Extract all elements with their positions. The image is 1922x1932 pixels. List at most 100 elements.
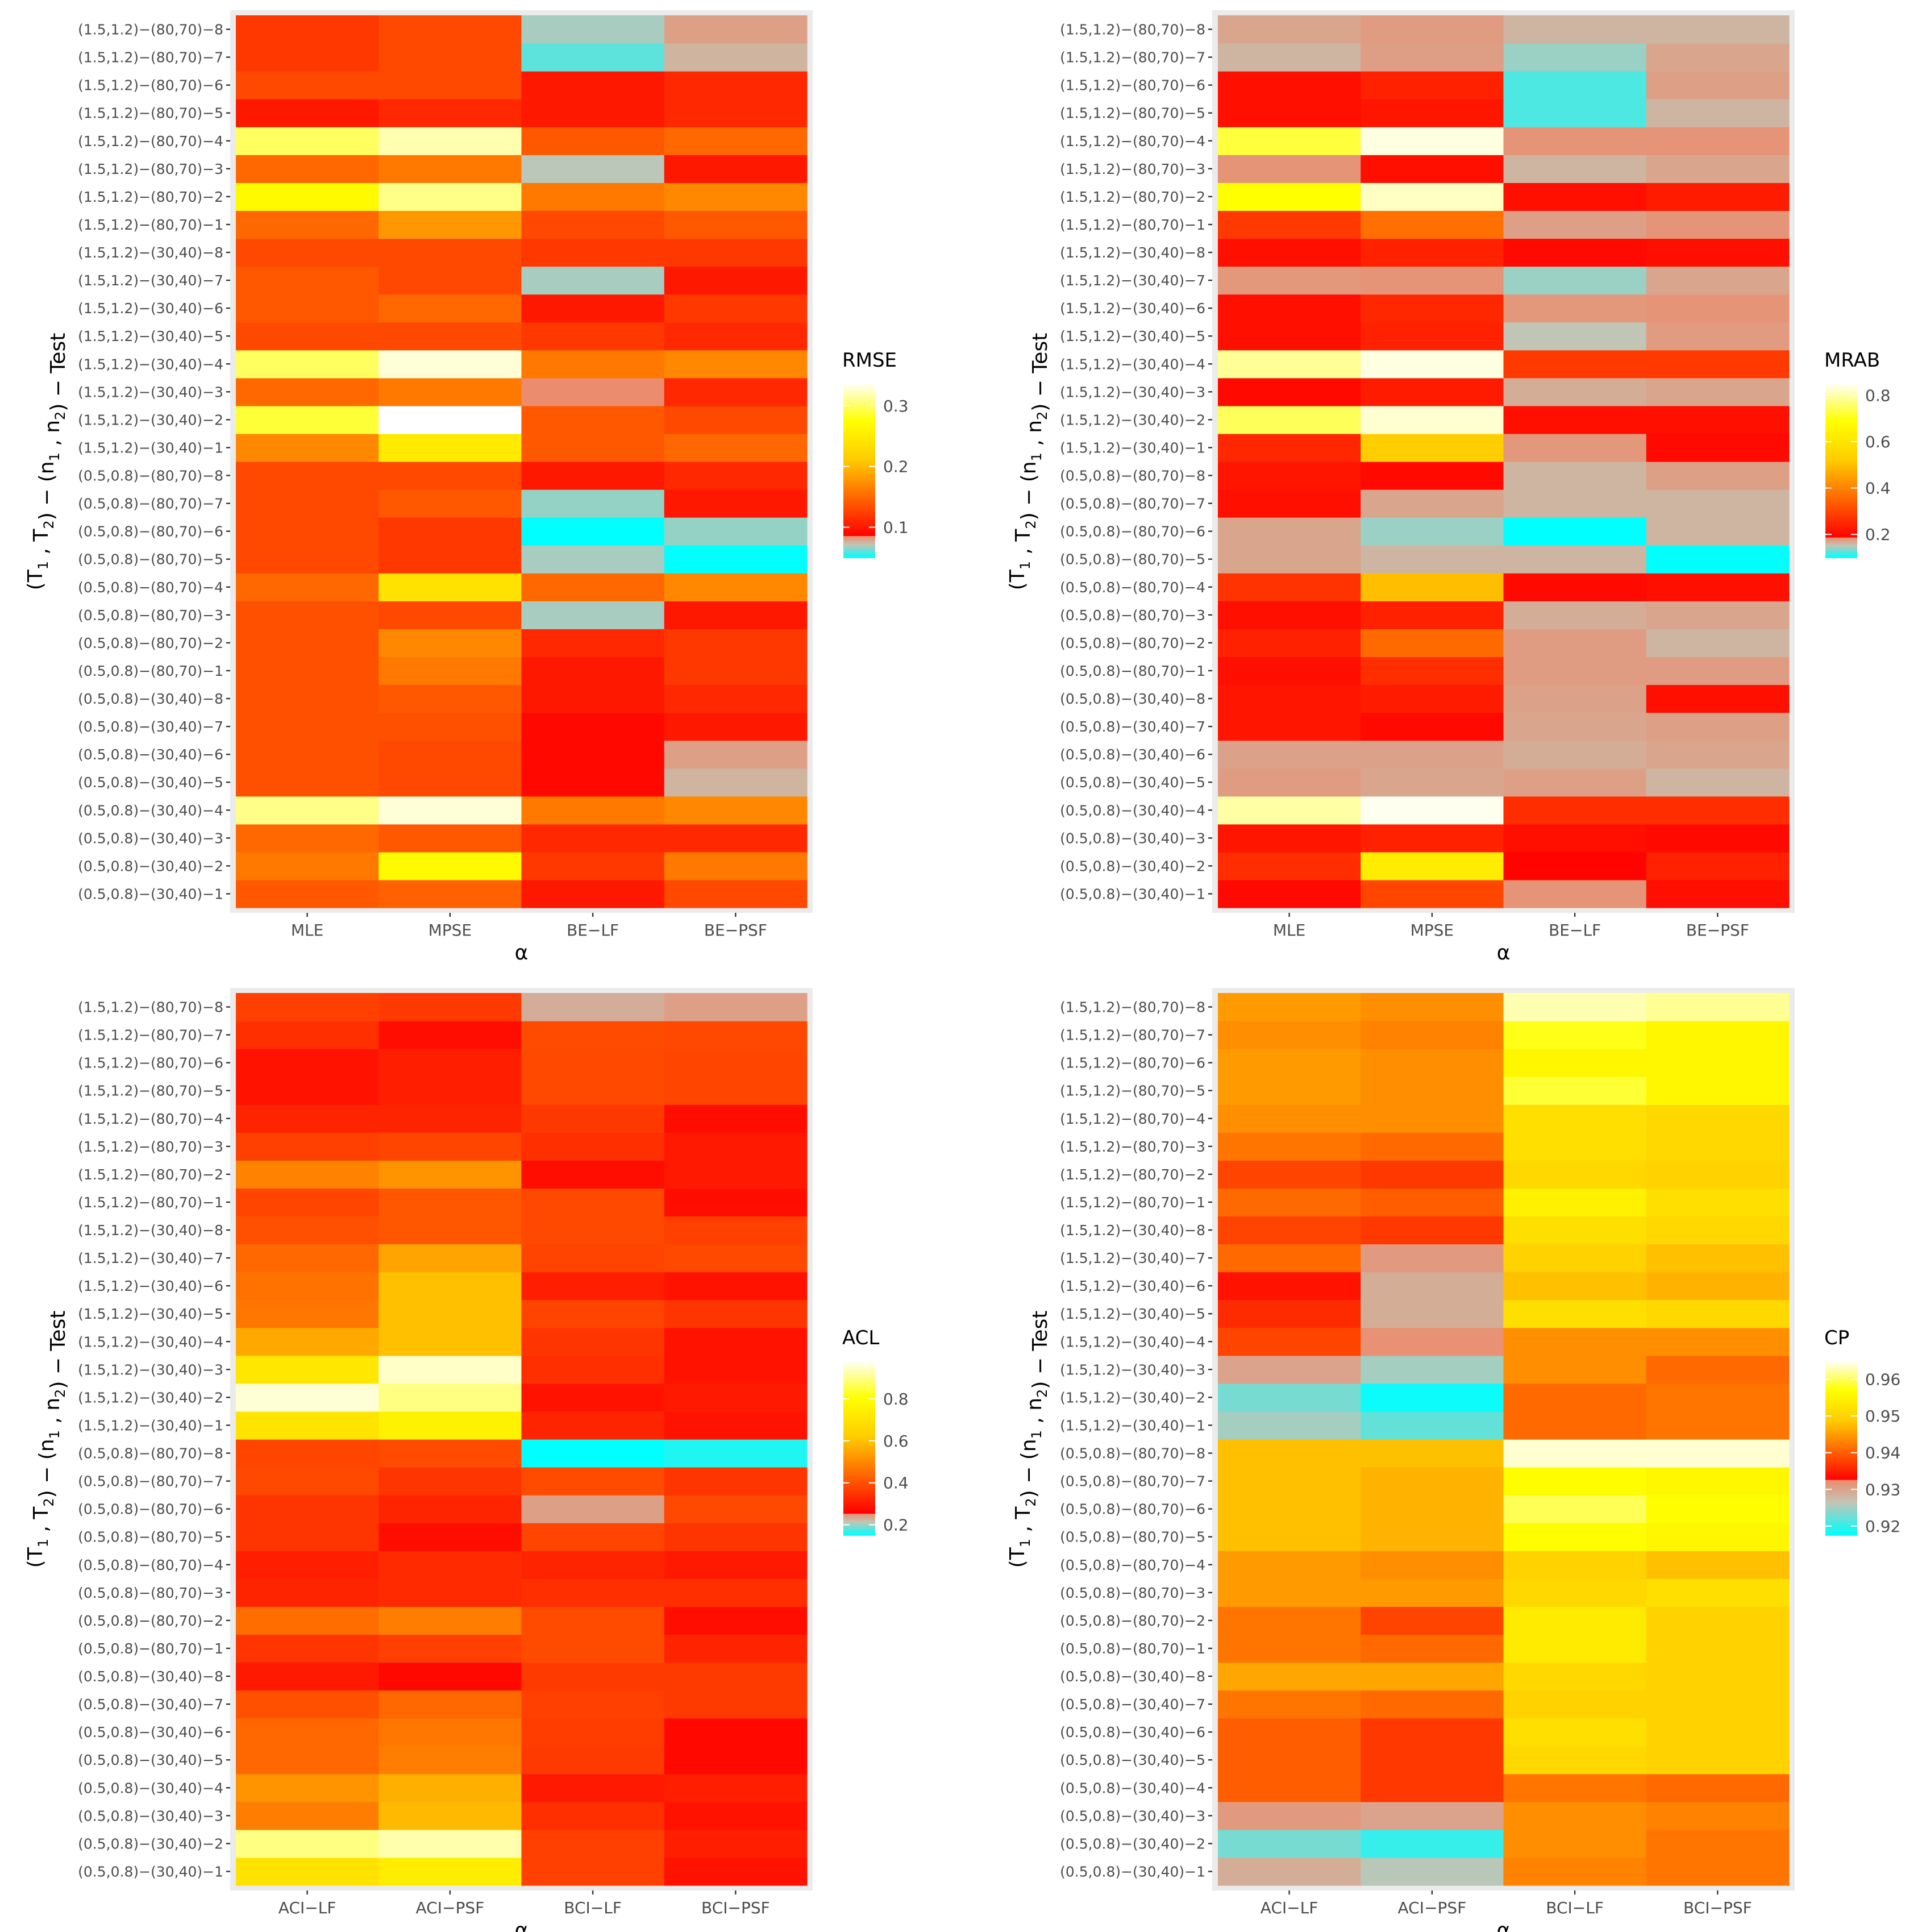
legend-swatch <box>1825 1382 1857 1385</box>
y-tick-label: (1.5,1.2)−(30,40)−1 <box>78 1417 223 1434</box>
legend-swatch <box>1825 544 1857 547</box>
y-tick-label: (0.5,0.8)−(80,70)−4 <box>78 579 223 596</box>
y-tick-label: (0.5,0.8)−(30,40)−4 <box>78 1780 223 1796</box>
legend-swatch <box>1825 1489 1857 1492</box>
legend-tick-label: 0.92 <box>1865 1517 1900 1536</box>
legend-swatch <box>843 1401 875 1404</box>
legend-swatch <box>1825 392 1857 394</box>
y-tick-label: (0.5,0.8)−(30,40)−2 <box>1060 1835 1205 1852</box>
legend-swatch <box>843 1468 875 1470</box>
heat-tile <box>1503 71 1647 99</box>
heat-tile <box>378 1077 522 1105</box>
heat-tile <box>236 210 379 239</box>
heat-tile <box>378 1467 522 1495</box>
heat-tile <box>1218 71 1361 99</box>
heat-tile <box>1503 1718 1647 1747</box>
legend-swatch <box>1825 394 1857 397</box>
heat-tile <box>521 1299 665 1328</box>
legend-swatch <box>843 1398 875 1401</box>
legend-swatch <box>1825 494 1857 497</box>
heat-tile <box>378 1160 522 1189</box>
heat-tile <box>1503 155 1647 183</box>
legend-swatch <box>1825 413 1857 416</box>
heat-tile <box>664 1160 808 1189</box>
heat-tile <box>1503 1244 1647 1273</box>
y-tick-label: (0.5,0.8)−(80,70)−5 <box>1060 1529 1205 1545</box>
heat-tile <box>664 1829 808 1858</box>
legend-tick-label: 0.4 <box>883 1474 909 1493</box>
heat-tile <box>1646 127 1790 155</box>
legend-swatch <box>843 1485 875 1488</box>
heat-tile <box>1646 684 1790 713</box>
heat-tile <box>521 1773 665 1802</box>
heat-tile <box>378 1523 522 1551</box>
heat-tile <box>1646 1829 1790 1858</box>
x-tick-label: BE−PSF <box>1686 921 1749 940</box>
y-tick-label: (0.5,0.8)−(80,70)−6 <box>1060 1501 1205 1518</box>
heat-tile <box>236 43 379 72</box>
legend-swatch <box>843 1520 875 1523</box>
legend-swatch <box>843 534 875 537</box>
legend-swatch <box>1825 423 1857 426</box>
y-tick-label: (1.5,1.2)−(30,40)−7 <box>78 1250 223 1266</box>
y-tick-label: (1.5,1.2)−(80,70)−2 <box>1060 189 1205 205</box>
legend-swatch <box>843 546 875 548</box>
legend-swatch <box>1825 428 1857 431</box>
heat-tile <box>1646 15 1790 44</box>
heat-tile <box>521 155 665 183</box>
heat-tile <box>236 462 379 490</box>
legend-swatch <box>843 405 875 407</box>
heat-tile <box>378 1746 522 1775</box>
heat-tile <box>1361 1160 1504 1189</box>
heat-tile <box>521 1578 665 1607</box>
legend-swatch <box>843 1509 875 1511</box>
legend-swatch <box>843 471 875 473</box>
heat-tile <box>1218 43 1361 72</box>
heat-tile <box>521 1829 665 1858</box>
legend-swatch <box>1825 1495 1857 1498</box>
legend-swatch <box>1825 446 1857 448</box>
x-tick-label: ACI−LF <box>1260 1898 1318 1917</box>
legend-swatch <box>1825 385 1857 388</box>
heat-tile <box>236 657 379 685</box>
heat-tile <box>521 127 665 155</box>
legend-swatch <box>843 1511 875 1514</box>
legend-tick-label: 0.2 <box>1865 525 1891 544</box>
heat-tile <box>236 1160 379 1189</box>
heat-tile <box>1361 712 1504 741</box>
y-axis-title: (T1 , T2) − (n1 , n2) − Test <box>1006 1311 1052 1568</box>
heat-tile <box>378 1327 522 1356</box>
legend-swatch <box>1825 381 1857 384</box>
legend-swatch <box>843 1418 875 1420</box>
heat-tile <box>1503 99 1647 127</box>
heat-tile <box>521 1439 665 1468</box>
legend-swatch <box>843 1484 875 1486</box>
heat-tile <box>1361 377 1504 406</box>
legend-tick-label: 0.2 <box>883 1516 909 1535</box>
y-tick-label: (0.5,0.8)−(80,70)−2 <box>78 1613 223 1629</box>
heat-tile <box>1646 879 1790 908</box>
y-tick-label: (1.5,1.2)−(30,40)−1 <box>1060 1417 1205 1434</box>
legend-swatch <box>1825 543 1857 545</box>
heat-tile <box>1218 155 1361 183</box>
heat-tile <box>1218 1439 1361 1468</box>
heat-tile <box>1646 1662 1790 1691</box>
x-tick-label: BCI−PSF <box>701 1898 770 1917</box>
heat-tile <box>1646 1077 1790 1105</box>
legend-swatch <box>843 553 875 555</box>
y-tick-label: (1.5,1.2)−(80,70)−1 <box>1060 1194 1205 1211</box>
heat-tile <box>1646 1049 1790 1077</box>
heat-tile <box>378 210 522 239</box>
heat-tile <box>1218 1857 1361 1886</box>
y-tick-label: (1.5,1.2)−(30,40)−3 <box>78 384 223 400</box>
y-tick-label: (0.5,0.8)−(80,70)−6 <box>78 1501 223 1518</box>
legend-swatch <box>1825 519 1857 522</box>
legend-swatch <box>843 523 875 526</box>
heat-tile <box>1361 1634 1504 1663</box>
heat-tile <box>1218 1634 1361 1663</box>
legend-swatch <box>843 1434 875 1436</box>
heat-tile <box>664 1132 808 1161</box>
heat-tile <box>1646 1021 1790 1049</box>
legend-swatch <box>843 478 875 480</box>
legend-swatch <box>1825 1369 1857 1372</box>
